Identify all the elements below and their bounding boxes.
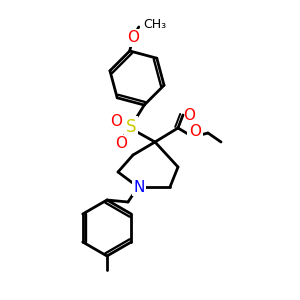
Text: N: N — [133, 179, 145, 194]
Text: S: S — [126, 118, 136, 136]
Text: O: O — [110, 115, 122, 130]
Text: O: O — [127, 31, 139, 46]
Text: O: O — [115, 136, 127, 152]
Text: CH₃: CH₃ — [143, 19, 166, 32]
Text: O: O — [189, 124, 201, 140]
Text: O: O — [183, 109, 195, 124]
